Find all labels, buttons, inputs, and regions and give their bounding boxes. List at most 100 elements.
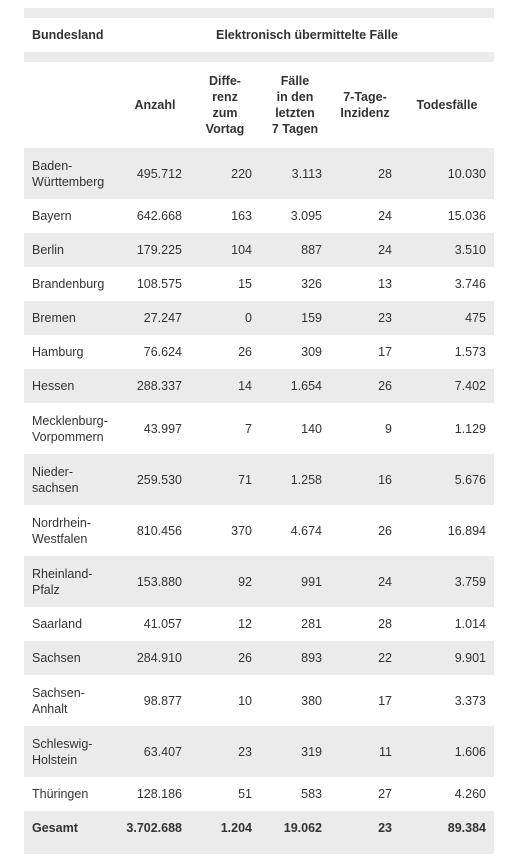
- cell: 1.014: [454, 617, 486, 631]
- cell: 51: [238, 787, 252, 801]
- table-row: Sachsen 284.910 26 893 22 9.901: [24, 641, 494, 675]
- cell: 76.624: [143, 345, 182, 359]
- cell: 309: [301, 345, 322, 359]
- table-row: Thüringen 128.186 51 583 27 4.260: [24, 777, 494, 811]
- state-name: Nieder- sachsen: [32, 464, 79, 495]
- state-name: Hessen: [32, 379, 75, 393]
- table-row: Bremen 27.247 0 159 23 475: [24, 301, 494, 335]
- state-name: Bremen: [32, 311, 76, 325]
- cell: 27: [378, 787, 392, 801]
- state-name: Sachsen: [32, 651, 81, 665]
- cell: 24: [378, 574, 392, 589]
- cell: 24: [378, 243, 392, 257]
- total-cell: 23: [378, 820, 392, 835]
- table-row: Bundesland Elektronisch übermittelte Fäll…: [24, 18, 494, 52]
- cell: 179.225: [136, 243, 182, 257]
- cell: 1.258: [290, 472, 322, 487]
- cell: 887: [301, 243, 322, 257]
- cell: 3.746: [454, 277, 486, 291]
- cell: 9.901: [454, 651, 486, 665]
- column-header: 7-Tage- Inzidenz: [340, 90, 390, 120]
- cell: 15: [238, 277, 252, 291]
- cell: 281: [301, 617, 322, 631]
- cell: 92: [238, 574, 252, 589]
- table-row: Nieder- sachsen 259.530 71 1.258 16 5.676: [24, 454, 494, 505]
- state-name: Berlin: [32, 243, 64, 257]
- cell: 12: [238, 617, 252, 631]
- table-row: Schleswig- Holstein 63.407 23 319 11 1.606: [24, 726, 494, 777]
- cell: 17: [378, 345, 392, 359]
- state-name: Bayern: [32, 209, 72, 223]
- state-name: Saarland: [32, 617, 83, 631]
- cell: 22: [378, 651, 392, 665]
- column-header: Bundesland: [32, 28, 104, 42]
- table-row: [24, 8, 494, 18]
- cell: 7: [245, 421, 252, 436]
- cell: 98.877: [143, 693, 182, 708]
- cell: 26: [378, 379, 392, 393]
- table-row: Bayern 642.668 163 3.095 24 15.036: [24, 199, 494, 233]
- cell: 4.260: [454, 787, 486, 801]
- table-row: Sachsen- Anhalt 98.877 10 380 17 3.373: [24, 675, 494, 726]
- cell: 288.337: [136, 379, 182, 393]
- cell: 3.759: [454, 574, 486, 589]
- column-header: Fälle in den letzten 7 Tagen: [271, 74, 319, 136]
- cell: 495.712: [136, 166, 182, 181]
- total-cell: 89.384: [447, 820, 486, 835]
- cell: 7.402: [454, 379, 486, 393]
- table-row: [24, 844, 494, 854]
- cell: 28: [378, 166, 392, 181]
- cell: 1.573: [454, 345, 486, 359]
- total-cell: 19.062: [283, 820, 322, 835]
- cell: 15.036: [447, 209, 486, 223]
- cell: 642.668: [136, 209, 182, 223]
- cell: 17: [378, 693, 392, 708]
- cell: 380: [301, 693, 322, 708]
- table-row: Mecklenburg- Vorpommern 43.997 7 140 9 1.129: [24, 403, 494, 454]
- cell: 475: [465, 311, 486, 325]
- cell: 27.247: [143, 311, 182, 325]
- column-header: Anzahl: [134, 98, 176, 112]
- cell: 104: [231, 243, 252, 257]
- cell: 5.676: [454, 472, 486, 487]
- cell: 326: [301, 277, 322, 291]
- cell: 11: [379, 744, 392, 759]
- separator: [24, 52, 494, 62]
- cell: 4.674: [290, 523, 322, 538]
- cell: 3.510: [454, 243, 486, 257]
- cell: 991: [301, 574, 322, 589]
- group-header: Elektronisch übermittelte Fälle: [216, 28, 398, 42]
- table-row: Nordrhein- Westfalen 810.456 370 4.674 26 16.…: [24, 505, 494, 556]
- state-name: Sachsen- Anhalt: [32, 685, 85, 716]
- cell: 810.456: [136, 523, 182, 538]
- cell: 153.880: [136, 574, 182, 589]
- cell: 26: [378, 523, 392, 538]
- cell: 893: [301, 651, 322, 665]
- table-row: Hamburg 76.624 26 309 17 1.573: [24, 335, 494, 369]
- cell: 370: [231, 523, 252, 538]
- state-name: Brandenburg: [32, 277, 105, 291]
- cell: 13: [378, 277, 392, 291]
- cell: 71: [238, 472, 252, 487]
- cell: 63.407: [143, 744, 182, 759]
- table-row: Berlin 179.225 104 887 24 3.510: [24, 233, 494, 267]
- cell: 10.030: [447, 166, 486, 181]
- cell: 3.373: [454, 693, 486, 708]
- table-body: Bundesland Elektronisch übermittelte Fäll…: [24, 8, 494, 854]
- cell: 583: [301, 787, 322, 801]
- table-row: Anzahl Diffe- renz zum Vortag Fälle in den…: [24, 62, 494, 148]
- total-label: Gesamt: [32, 820, 78, 835]
- cell: 108.575: [136, 277, 182, 291]
- cell: 128.186: [136, 787, 182, 801]
- table-row: Saarland 41.057 12 281 28 1.014: [24, 607, 494, 641]
- cell: 24: [378, 209, 392, 223]
- table-row: Rheinland- Pfalz 153.880 92 991 24 3.759: [24, 556, 494, 607]
- cell: 1.129: [454, 421, 486, 436]
- state-name: Rheinland- Pfalz: [32, 566, 93, 597]
- cell: 163: [231, 209, 252, 223]
- cell: 1.654: [290, 379, 322, 393]
- table-row: Hessen 288.337 14 1.654 26 7.402: [24, 369, 494, 403]
- total-cell: 3.702.688: [126, 820, 182, 835]
- cell: 26: [238, 345, 252, 359]
